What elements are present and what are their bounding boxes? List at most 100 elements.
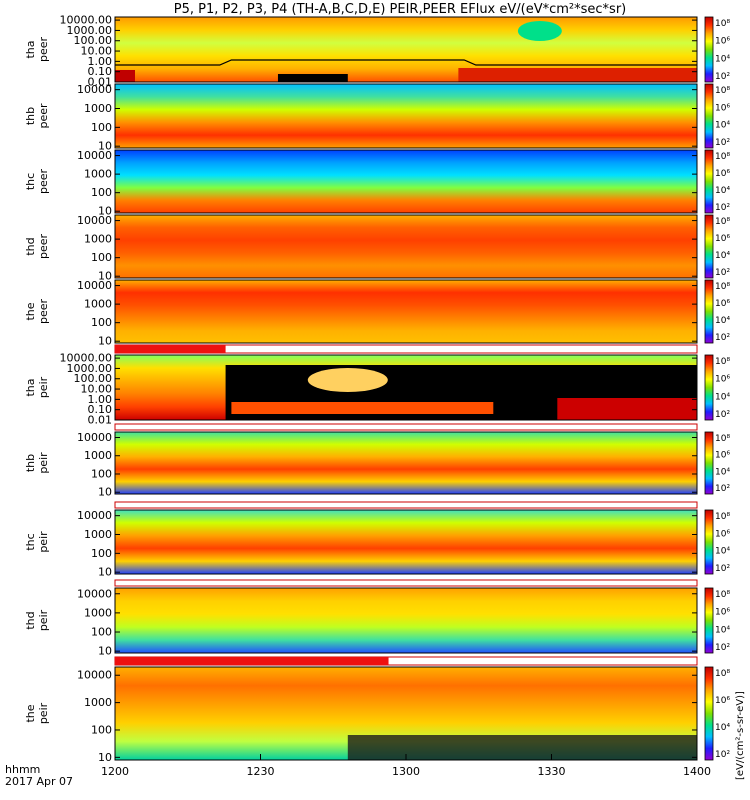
- x-tick-label: 1200: [101, 765, 129, 778]
- time-axis-label: hhmm: [5, 763, 40, 776]
- panel-thd-peer: 10000 1000 100 10 thd peer 10⁸ 10⁶ 10⁴ 10²: [24, 214, 730, 283]
- y-tick-label: 1000: [84, 298, 112, 311]
- colorbar-tick-label: 10⁸: [715, 357, 730, 367]
- y-tick-label: 1000: [84, 528, 112, 541]
- y-axis-label: peer: [37, 234, 50, 260]
- colorbar-tick-label: 10⁶: [715, 696, 730, 706]
- low-energy-flux: [115, 70, 135, 82]
- y-tick-label: 100: [91, 121, 112, 134]
- panel-frame: [114, 16, 698, 83]
- y-axis-label: peir: [37, 452, 50, 474]
- spectrogram-image: [115, 432, 697, 494]
- status-bar-frame: [114, 423, 698, 431]
- colorbar-tick-label: 10⁴: [715, 625, 730, 635]
- y-axis-label: peir: [37, 702, 50, 724]
- y-tick-label: 10000: [77, 279, 112, 292]
- colorbar-tick-label: 10⁶: [715, 451, 730, 461]
- panel-frame: [114, 214, 698, 279]
- colorbar-tick-label: 10²: [715, 333, 730, 343]
- y-tick-label: 100.00: [74, 372, 113, 385]
- colorbar-tick-label: 10²: [715, 203, 730, 213]
- y-tick-label: 1000: [84, 168, 112, 181]
- panel-frame: [114, 354, 698, 421]
- y-tick-label: 100.00: [74, 34, 113, 47]
- date-label: 2017 Apr 07: [5, 775, 73, 788]
- y-axis-label: peir: [37, 609, 50, 631]
- y-tick-label: 10: [98, 751, 112, 764]
- y-axis-label: thc: [24, 173, 37, 190]
- panel-thd-peir: 10000 1000 100 10 thd peir 10⁸ 10⁶ 10⁴ 10²: [24, 587, 730, 657]
- colorbar: [704, 214, 714, 279]
- colorbar-tick-label: 10²: [715, 138, 730, 148]
- y-tick-label: 100: [91, 186, 112, 199]
- colorbar-tick-label: 10⁶: [715, 37, 730, 47]
- colorbar-unit-label: [eV/(cm²-s-sr-eV)]: [735, 691, 746, 780]
- x-tick-label: 1300: [392, 765, 420, 778]
- status-bar: [114, 579, 698, 587]
- panel-thb-peir: 10000 1000 100 10 thb peir 10⁸ 10⁶ 10⁴ 10²: [24, 431, 730, 499]
- colorbar-tick-label: 10⁶: [715, 375, 730, 385]
- panel-thc-peir: 10000 1000 100 10 thc peir 10⁸ 10⁶ 10⁴ 10²: [24, 509, 730, 579]
- y-tick-label: 100: [91, 723, 112, 736]
- y-tick-label: 100: [91, 251, 112, 264]
- y-axis-label: peer: [37, 169, 50, 195]
- status-bar-fill: [115, 657, 389, 665]
- panel-frame: [114, 279, 698, 344]
- y-tick-label: 10: [98, 486, 112, 499]
- y-tick-label: 10.00: [81, 383, 113, 396]
- status-bar: [114, 423, 698, 431]
- colorbar-tick-label: 10⁴: [715, 723, 730, 733]
- y-tick-label: 1000: [84, 233, 112, 246]
- colorbar-tick-label: 10⁴: [715, 251, 730, 261]
- spectrogram-image: [115, 280, 697, 343]
- y-axis-label: thd: [24, 611, 37, 629]
- colorbar: [704, 587, 714, 654]
- colorbar-tick-label: 10⁴: [715, 467, 730, 477]
- panel-the-peer: 10000 1000 100 10 the peer 10⁸ 10⁶ 10⁴ 10²: [24, 279, 730, 348]
- colorbar-tick-label: 10⁴: [715, 121, 730, 131]
- y-tick-label: 10: [98, 205, 112, 218]
- y-tick-label: 1.00: [88, 393, 113, 406]
- colorbar: [704, 16, 714, 83]
- high-energy-spot: [517, 21, 562, 41]
- colorbar-tick-label: 10⁴: [715, 54, 730, 64]
- y-tick-label: 1000: [84, 449, 112, 462]
- panel-the-peir: 10000 1000 100 10 the peir 10⁸ 10⁶ 10⁴ 10²: [24, 666, 730, 764]
- status-bar: [114, 344, 698, 354]
- spectrogram-image: [115, 84, 697, 148]
- status-bar-frame: [114, 579, 698, 587]
- y-axis-label: thb: [24, 454, 37, 472]
- y-tick-label: 10: [98, 566, 112, 579]
- colorbar-tick-label: 10⁸: [715, 86, 730, 96]
- y-tick-label: 100: [91, 626, 112, 639]
- y-tick-label: 0.01: [88, 76, 113, 89]
- y-tick-label: 10000: [77, 669, 112, 682]
- panel-frame: [114, 431, 698, 495]
- y-tick-label: 10: [98, 270, 112, 283]
- y-tick-label: 0.10: [88, 65, 113, 78]
- y-tick-label: 10000: [77, 587, 112, 600]
- colorbar: [704, 279, 714, 344]
- spectrogram-image: [115, 215, 697, 278]
- colorbar-tick-label: 10⁸: [715, 590, 730, 600]
- status-bar-fill: [115, 345, 226, 353]
- y-axis-label: peer: [37, 103, 50, 129]
- y-tick-label: 10000: [77, 431, 112, 444]
- y-tick-label: 10000: [77, 149, 112, 162]
- panel-stack: 10000.001000.00100.0010.001.000.100.01th…: [24, 14, 730, 764]
- colorbar-tick-label: 10²: [715, 410, 730, 420]
- y-tick-label: 10: [98, 645, 112, 658]
- y-axis-label: thb: [24, 107, 37, 125]
- colorbar: [704, 431, 714, 495]
- low-energy-flux: [557, 398, 697, 420]
- x-tick-label: 1230: [247, 765, 275, 778]
- colorbar-tick-label: 10²: [715, 750, 730, 760]
- y-tick-label: 0.10: [88, 403, 113, 416]
- y-tick-label: 1000.00: [67, 362, 113, 375]
- figure-title: P5, P1, P2, P3, P4 (TH-A,B,C,D,E) PEIR,P…: [174, 2, 627, 17]
- spectrogram-image: [115, 510, 697, 574]
- colorbar-tick-label: 10²: [715, 268, 730, 278]
- low-energy-flux: [231, 402, 494, 414]
